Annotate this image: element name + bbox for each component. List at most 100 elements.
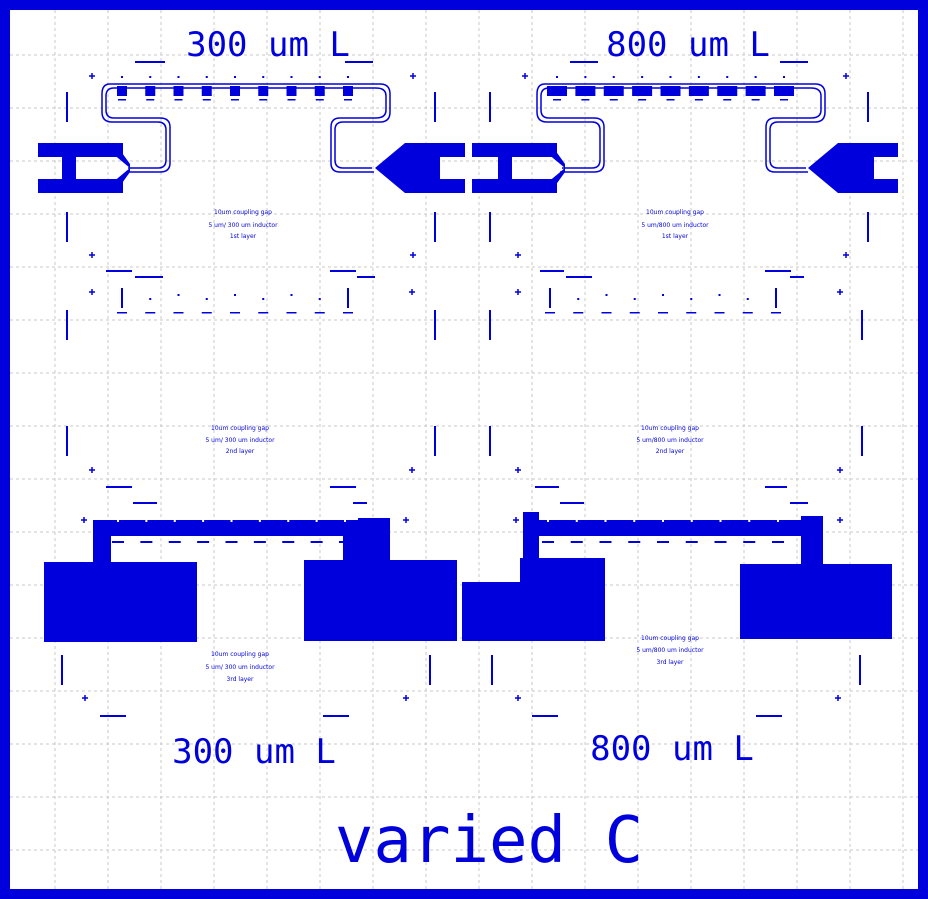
alignment-plus — [91, 73, 93, 79]
via-dot — [547, 519, 549, 522]
capacitor-label-mark — [112, 541, 124, 543]
alignment-bar — [106, 486, 132, 488]
alignment-bar — [429, 655, 431, 685]
via-dot — [662, 519, 664, 522]
alignment-bar — [560, 502, 584, 504]
capacitor-pad — [603, 86, 624, 96]
via-dot — [584, 76, 587, 78]
capacitor-label-mark — [258, 312, 269, 314]
svg-text:10um coupling gap: 10um coupling gap — [641, 635, 699, 642]
capacitor-row-bottom-left — [112, 519, 351, 543]
via-dot — [633, 298, 636, 300]
alignment-bar — [861, 310, 863, 340]
alignment-plus — [845, 252, 847, 258]
via-dot — [577, 298, 580, 300]
via-dot — [697, 76, 700, 78]
via-dot — [669, 76, 672, 78]
capacitor-row-top-left — [117, 76, 353, 101]
alignment-bar — [765, 486, 787, 488]
alignment-bar — [535, 486, 559, 488]
via-dot — [145, 519, 148, 522]
capacitor-pad — [547, 86, 567, 96]
via-dot — [662, 294, 664, 296]
svg-text:5 um/ 300 um inductor: 5 um/ 300 um inductor — [208, 222, 278, 229]
capacitor-label-mark — [253, 541, 266, 543]
svg-text:10um coupling gap: 10um coupling gap — [214, 209, 272, 216]
svg-text:5 um/ 300 um inductor: 5 um/ 300 um inductor — [205, 664, 275, 671]
capacitor-label-mark — [694, 99, 703, 101]
capacitor-label-mark — [343, 312, 353, 314]
via-column — [549, 288, 551, 308]
capacitor-label-mark — [282, 541, 295, 543]
alignment-bar — [859, 655, 861, 685]
alignment-bar — [489, 310, 491, 340]
capacitor-label-mark — [230, 312, 240, 314]
alignment-plus — [405, 695, 407, 701]
capacitor-label-mark — [609, 99, 618, 101]
alignment-plus — [517, 695, 519, 701]
capacitor-label-mark — [542, 541, 554, 543]
capacitor-label-mark — [286, 312, 297, 314]
capacitor-pad — [201, 86, 212, 96]
alignment-plus — [84, 695, 86, 701]
capacitor-label-mark — [742, 312, 753, 314]
capacitor-label-mark — [145, 312, 156, 314]
capacitor-label-mark — [117, 312, 127, 314]
alignment-plus — [517, 252, 519, 258]
alignment-bar — [357, 276, 375, 278]
label-tr-layer2: 10um coupling gap 5 um/800 um inductor 2… — [636, 425, 704, 455]
capacitor-pad — [286, 86, 297, 96]
capacitor-label-mark — [310, 541, 323, 543]
via-column — [347, 288, 349, 308]
svg-text:1st layer: 1st layer — [662, 233, 689, 240]
capacitor-label-mark — [570, 541, 583, 543]
via-row-middle-right — [545, 288, 781, 314]
via-dot — [575, 519, 578, 522]
svg-text:5 um/800 um inductor: 5 um/800 um inductor — [641, 222, 709, 229]
capacitor-label-mark — [173, 312, 184, 314]
probe-pad-right — [808, 143, 898, 193]
capacitor-label-mark — [168, 541, 181, 543]
via-dot — [290, 294, 293, 296]
capacitor-pad — [173, 86, 184, 96]
alignment-bar — [434, 212, 436, 242]
via-dot — [262, 298, 265, 300]
via-dot — [344, 519, 346, 522]
capacitor-label-mark — [545, 312, 555, 314]
alignment-bar — [61, 655, 63, 685]
via-dot — [177, 76, 180, 78]
via-dot — [690, 298, 693, 300]
svg-text:10um coupling gap: 10um coupling gap — [211, 651, 269, 658]
inductor-top-right — [536, 83, 826, 173]
alignment-bar — [100, 715, 126, 717]
via-dot — [117, 519, 119, 522]
capacitor-label-mark — [231, 99, 239, 101]
alignment-plus — [91, 289, 93, 295]
title-top-right: 800 um L — [606, 25, 770, 65]
svg-text:2nd layer: 2nd layer — [656, 448, 685, 455]
label-tl-layer2: 10um coupling gap 5 um/ 300 um inductor … — [205, 425, 275, 455]
capacitor-label-mark — [339, 541, 351, 543]
capacitor-label-mark — [344, 99, 352, 101]
alignment-bar — [532, 715, 558, 717]
alignment-bar — [106, 270, 132, 272]
via-dot — [690, 519, 693, 522]
via-dot — [205, 298, 208, 300]
svg-text:5 um/800 um inductor: 5 um/800 um inductor — [636, 437, 704, 444]
capacitor-label-mark — [573, 312, 584, 314]
svg-text:10um coupling gap: 10um coupling gap — [641, 425, 699, 432]
alignment-bar — [489, 92, 491, 122]
via-dot — [177, 294, 180, 296]
alignment-bar — [790, 276, 804, 278]
probe-pad-center-left — [375, 143, 465, 193]
capacitor-label-mark — [751, 99, 760, 101]
alignment-bar — [66, 310, 68, 340]
alignment-plus — [515, 517, 517, 523]
alignment-bar — [133, 502, 157, 504]
capacitor-label-mark — [628, 541, 641, 543]
capacitor-label-mark — [599, 541, 612, 543]
alignment-plus — [411, 289, 413, 295]
capacitor-label-mark — [658, 312, 668, 314]
capacitor-pad — [632, 86, 653, 96]
